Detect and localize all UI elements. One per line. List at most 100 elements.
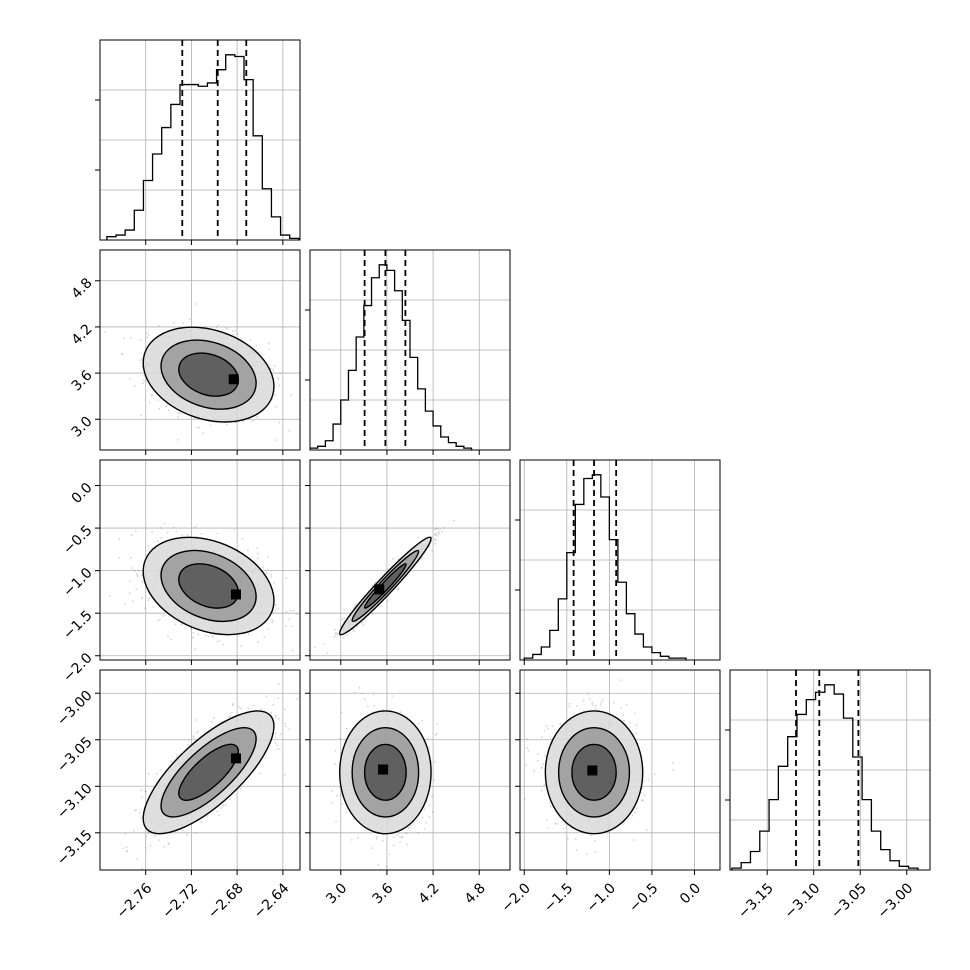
sample-point	[283, 773, 286, 776]
sample-point	[346, 634, 349, 636]
sample-point	[186, 534, 189, 536]
sample-point	[195, 525, 198, 527]
sample-point	[160, 527, 163, 529]
sample-point	[147, 832, 150, 835]
density-peak	[231, 753, 241, 764]
sample-point	[352, 818, 355, 820]
sample-point	[173, 526, 175, 529]
sample-point	[238, 706, 241, 709]
sample-point	[274, 714, 277, 717]
sample-point	[341, 618, 344, 621]
sample-point	[157, 839, 160, 842]
sample-point	[434, 734, 437, 736]
panel-2-1: 3.03.64.24.8	[69, 249, 303, 455]
sample-point	[176, 754, 178, 757]
sample-point	[141, 597, 143, 600]
sample-point	[149, 844, 152, 847]
sample-point	[634, 712, 637, 715]
sample-point	[118, 538, 121, 540]
sample-point	[151, 531, 153, 533]
sample-point	[157, 399, 160, 401]
plot-area	[310, 670, 510, 870]
sample-point	[229, 798, 232, 801]
sample-point	[160, 536, 163, 539]
sample-point	[267, 342, 270, 345]
sample-point	[335, 632, 337, 635]
sample-point	[292, 609, 295, 612]
sample-point	[164, 614, 166, 617]
sample-point	[334, 628, 336, 631]
sample-point	[273, 364, 276, 367]
sample-point	[373, 704, 376, 707]
x-tick-label: 4.2	[416, 880, 443, 907]
sample-point	[136, 574, 139, 577]
sample-point	[167, 843, 170, 846]
sample-point	[125, 846, 128, 849]
sample-point	[323, 643, 326, 646]
y-tick-label: 4.8	[69, 275, 96, 302]
sample-point	[629, 721, 631, 724]
sample-point	[96, 557, 98, 559]
sample-point	[225, 327, 228, 329]
sample-point	[144, 790, 147, 793]
panel-2-2	[305, 249, 511, 455]
axes-frame	[99, 459, 301, 661]
sample-point	[361, 622, 363, 624]
sample-point	[235, 333, 238, 335]
density-peak	[228, 374, 239, 385]
sample-point	[204, 634, 207, 637]
sample-point	[256, 557, 259, 560]
contour-inner	[178, 352, 239, 397]
sample-point	[277, 607, 280, 610]
sample-point	[196, 426, 198, 429]
sample-point	[277, 697, 280, 699]
x-tick-label: −2.64	[251, 880, 293, 922]
sample-point	[168, 409, 170, 412]
sample-point	[140, 358, 143, 361]
sample-point	[148, 597, 151, 600]
sample-point	[407, 827, 410, 829]
sample-point	[222, 804, 225, 807]
sample-point	[195, 732, 198, 734]
sample-point	[188, 318, 191, 321]
sample-point	[202, 432, 204, 434]
sample-point	[290, 394, 292, 397]
sample-point	[216, 532, 219, 535]
sample-point	[301, 374, 303, 376]
sample-point	[283, 722, 286, 725]
sample-point	[434, 534, 437, 537]
sample-point	[239, 787, 242, 790]
sample-point	[526, 746, 529, 749]
sample-point	[277, 378, 280, 381]
sample-point	[435, 732, 438, 735]
y-tick-label: −1.0	[60, 565, 95, 600]
sample-point	[275, 744, 278, 747]
sample-point	[268, 348, 271, 351]
sample-point	[423, 808, 426, 811]
sample-point	[137, 569, 140, 572]
density-peak	[231, 589, 241, 600]
sample-point	[417, 722, 420, 725]
sample-point	[275, 405, 278, 408]
y-tick-label: −2.0	[60, 650, 95, 685]
sample-point	[155, 772, 158, 775]
sample-point	[138, 359, 141, 362]
sample-point	[401, 835, 404, 838]
plot-area	[310, 460, 510, 660]
panel-1-1	[95, 39, 301, 245]
sample-point	[129, 336, 132, 339]
sample-point	[247, 707, 250, 710]
sample-point	[166, 404, 169, 406]
sample-point	[138, 811, 141, 814]
sample-point	[397, 833, 400, 836]
sample-point	[207, 635, 210, 638]
sample-point	[431, 795, 434, 798]
panel-4-1: −3.15−3.10−3.05−3.00−2.76 −2.72 −2.68 −2.64	[54, 669, 301, 922]
sample-point	[270, 576, 273, 579]
sample-point	[157, 324, 160, 327]
sample-point	[222, 643, 225, 646]
sample-point	[333, 636, 336, 638]
sample-point	[363, 698, 366, 701]
sample-point	[190, 627, 192, 630]
